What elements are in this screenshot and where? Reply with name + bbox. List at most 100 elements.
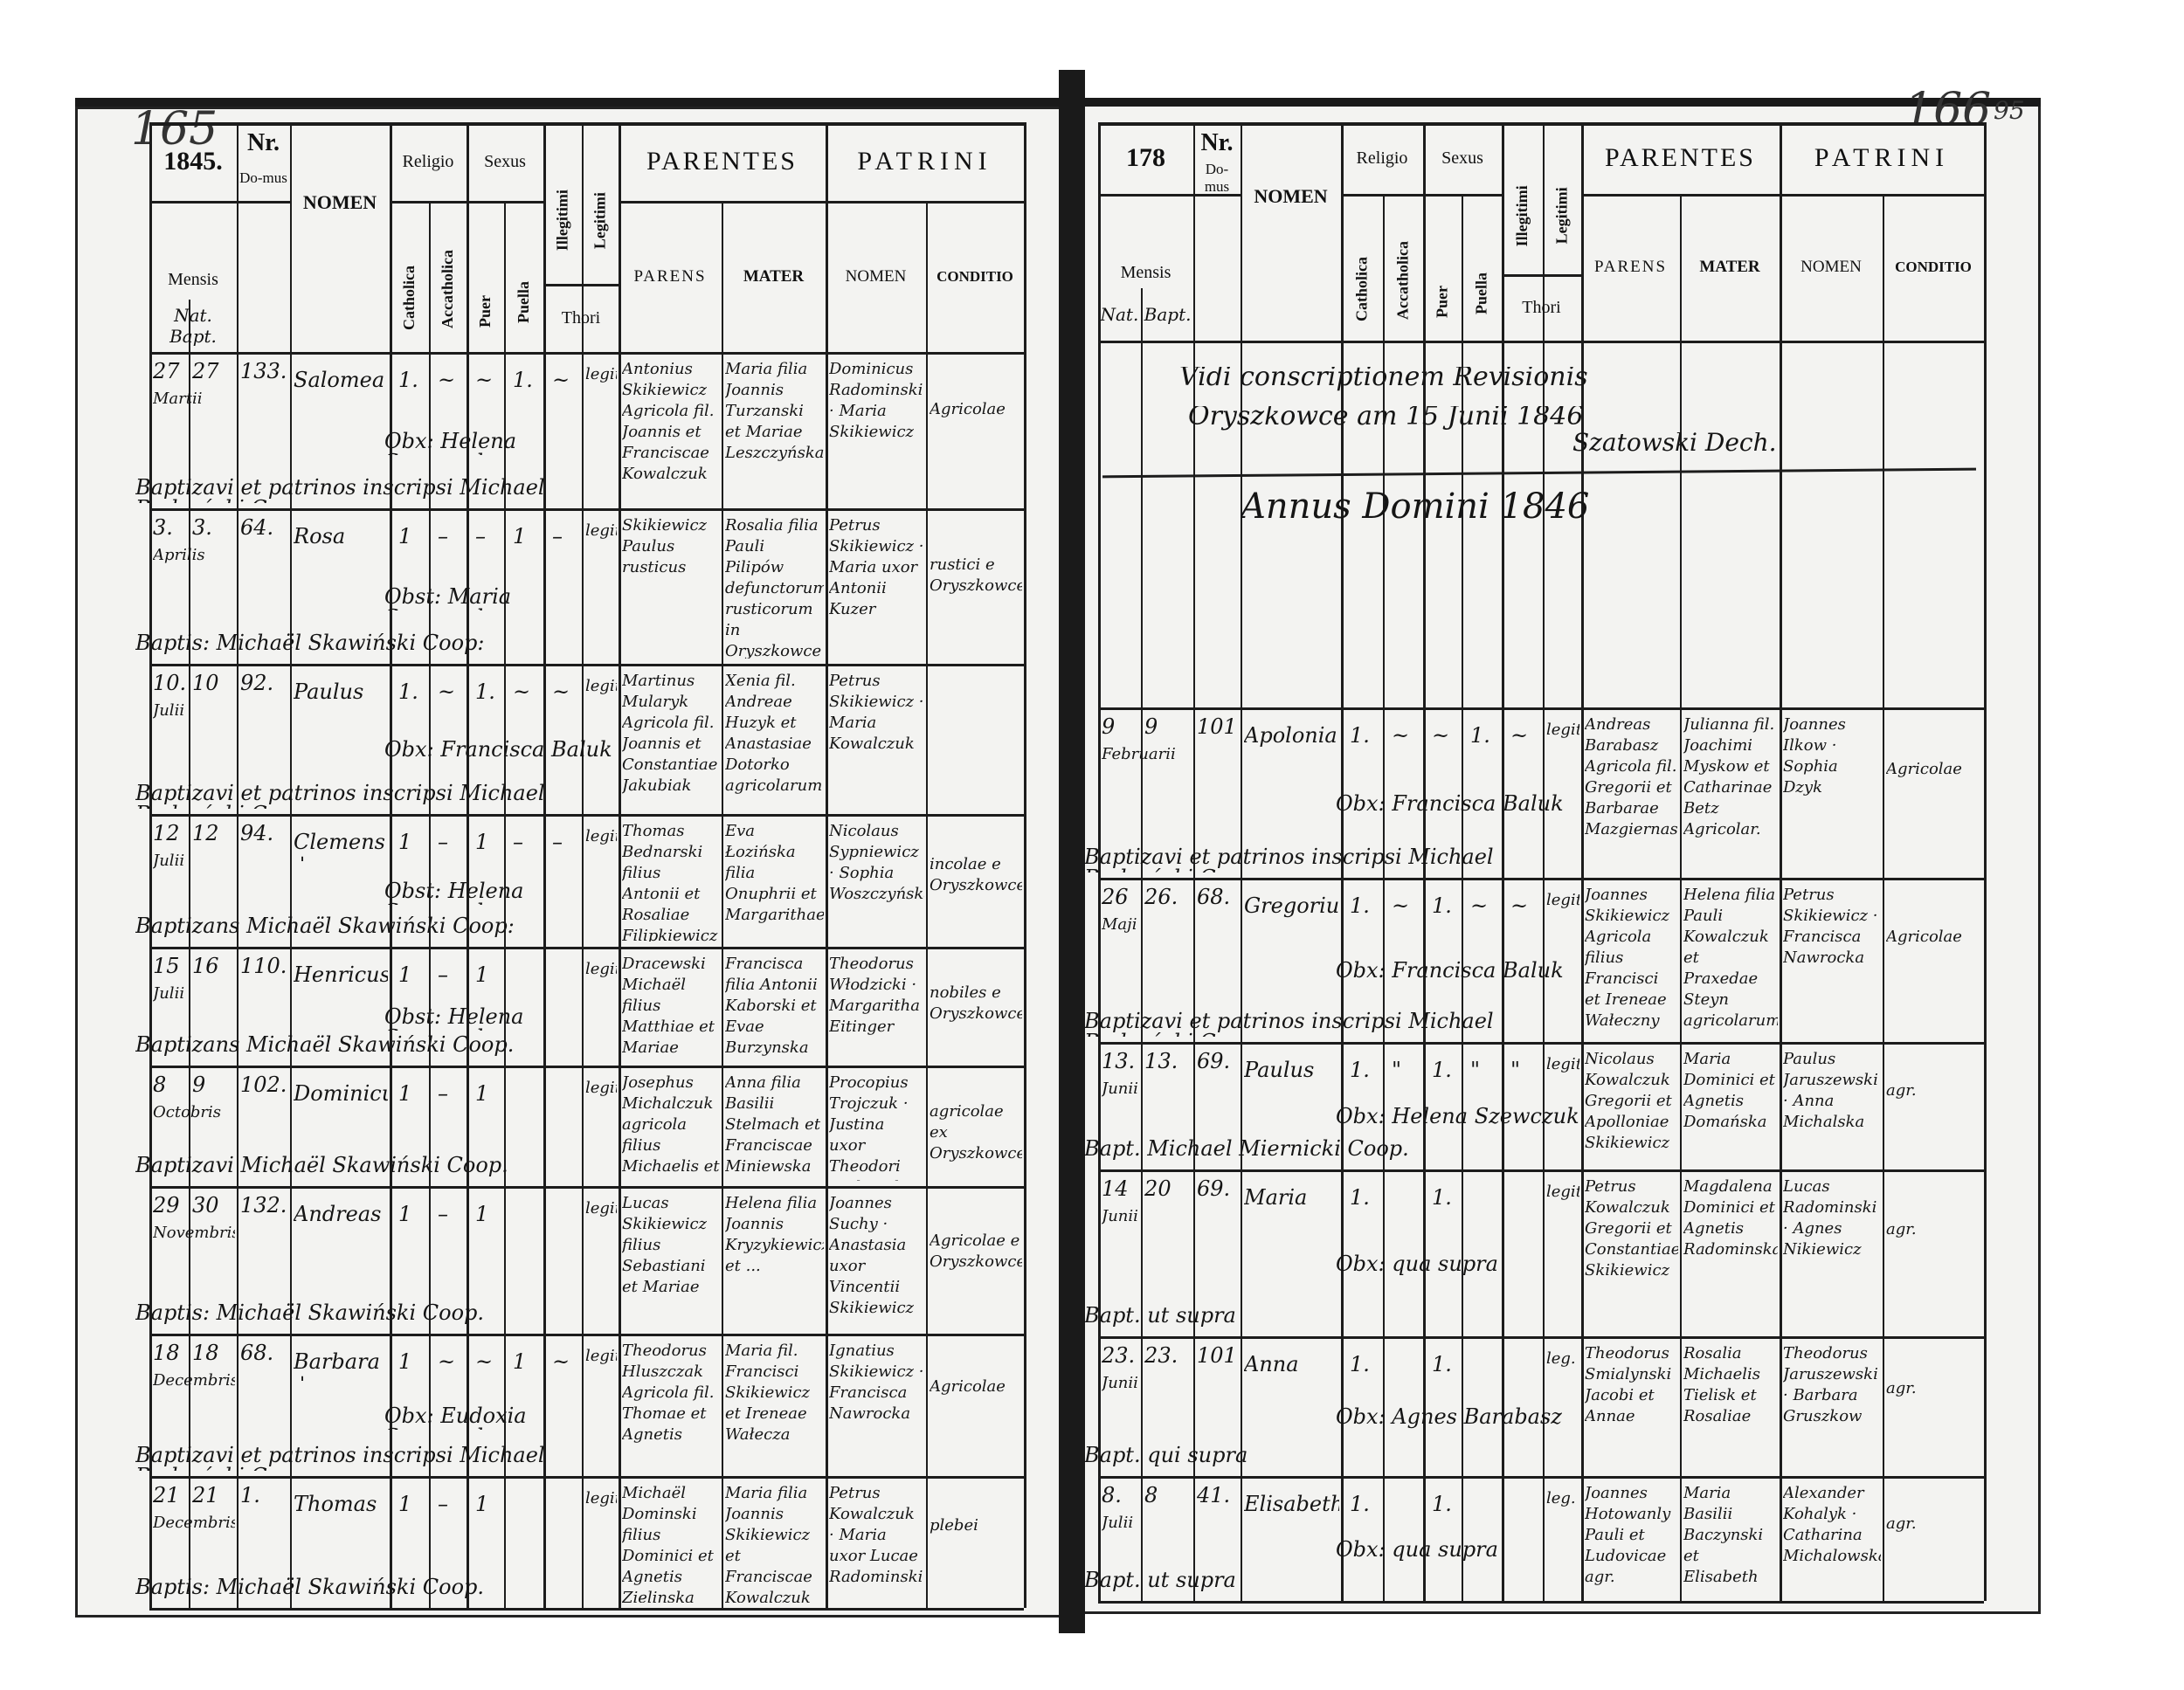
legitimi: legitimi bbox=[585, 1199, 617, 1217]
mater: Eva Łozińska filia Onuphrii et Margarith… bbox=[725, 822, 824, 924]
right-top-rule bbox=[1098, 122, 1984, 126]
mark-puer: 1. bbox=[1432, 1187, 1452, 1210]
patrini-header: PATRINI bbox=[1814, 143, 1950, 172]
revision-note-line2: Oryszkowce am 15 Junii 1846 bbox=[1188, 406, 1584, 431]
domus-header: Do-mus bbox=[239, 169, 287, 186]
conditio: incolae e Oryszkowce bbox=[930, 854, 1022, 894]
bapt-day: 12 bbox=[192, 823, 219, 845]
left-nat-bapt-rule bbox=[189, 300, 190, 1608]
mark-illegitimi bbox=[552, 1204, 585, 1230]
month: Maji bbox=[1102, 915, 1137, 934]
left-row-rule bbox=[149, 1334, 1024, 1336]
mark-puer: 1 bbox=[475, 831, 489, 854]
patrini-header: PATRINI bbox=[857, 147, 992, 176]
left-page bbox=[75, 107, 1066, 1618]
mark-puella: 1 bbox=[513, 1351, 527, 1374]
left-column-rule bbox=[429, 201, 431, 1608]
parens: Joannes Skikiewicz Agricola filius Franc… bbox=[1585, 886, 1670, 1030]
mark-puer: – bbox=[475, 526, 486, 548]
mark-illegitimi: ~ bbox=[1510, 725, 1529, 748]
mater: Magdalena Dominici et Agnetis Radominska bbox=[1683, 1177, 1778, 1259]
house-number: 101. bbox=[1197, 1345, 1239, 1368]
parens: Martinus Mularyk Agricola fil. Joannis e… bbox=[622, 672, 718, 795]
legitimi: leg. bbox=[1546, 1489, 1576, 1507]
catholica-header: Catholica bbox=[1352, 257, 1371, 321]
mater-header: MATER bbox=[1699, 258, 1760, 276]
mark-puella: " bbox=[1470, 1059, 1481, 1082]
mark-puella bbox=[1470, 1187, 1505, 1213]
mark-catholica: 1. bbox=[398, 681, 418, 704]
mater: Rosalia Michaelis Tielisk et Rosaliae bbox=[1683, 1344, 1760, 1425]
mark-illegitimi: ~ bbox=[1510, 895, 1529, 918]
right-row-rule bbox=[1098, 1169, 1984, 1172]
left-column-rule bbox=[1024, 122, 1026, 1608]
nat-day: 8. bbox=[1102, 1485, 1122, 1507]
mark-accatholica bbox=[1392, 1354, 1427, 1380]
annus-domini: Annus Domini 1846 bbox=[1241, 486, 1590, 527]
patrini-nomen: Petrus Kowalczuk · Maria uxor Lucae Rado… bbox=[829, 1484, 923, 1586]
mark-puella: 1. bbox=[1470, 725, 1490, 748]
mater: Julianna fil. Joachimi Myskow et Cathari… bbox=[1683, 715, 1775, 838]
obstetrix: Obx: Francisca Baluk bbox=[1336, 792, 1564, 816]
obstetrix: Obx: Agnes Barabasz bbox=[1336, 1406, 1562, 1429]
right-row-rule bbox=[1098, 1042, 1984, 1045]
accatholica-header: Accatholica bbox=[439, 250, 456, 329]
house-number: 92. bbox=[240, 673, 274, 695]
top-edge bbox=[75, 98, 2041, 107]
mark-catholica: 1 bbox=[398, 831, 412, 854]
obstetrix: Obst: Helena Szewczuk bbox=[384, 1006, 524, 1031]
conditio: rustici e Oryszkowce bbox=[930, 555, 1022, 596]
mark-catholica: 1 bbox=[398, 1204, 412, 1226]
month: Decembris bbox=[153, 1371, 235, 1390]
mark-accatholica: " bbox=[1392, 1059, 1402, 1082]
mark-accatholica: – bbox=[438, 1493, 448, 1516]
left-column-rule bbox=[290, 122, 292, 1608]
child-name: Rosa bbox=[294, 526, 346, 548]
mater: Helena filia Pauli Kowalczuk et Praxedae… bbox=[1683, 886, 1778, 1030]
nat-day: 14 bbox=[1102, 1178, 1129, 1201]
sexus-header: Sexus bbox=[1441, 148, 1483, 168]
month: Junii bbox=[1102, 1374, 1138, 1392]
right-year-header: 178 bbox=[1126, 143, 1165, 172]
mark-puer: ~ bbox=[475, 1351, 494, 1374]
obstetrix: Obx: qua supra bbox=[1336, 1252, 1498, 1276]
baptizans-line: Baptizavi et patrinos inscripsi Michael … bbox=[135, 1445, 545, 1471]
house-number: 94. bbox=[240, 823, 274, 845]
baptizans-line: Baptizavi et patrinos inscripsi Michael … bbox=[1084, 1011, 1494, 1037]
month: Junii bbox=[1102, 1207, 1138, 1225]
conditio bbox=[930, 709, 1022, 799]
conditio: Agricolae bbox=[930, 1376, 1006, 1396]
conditio: agr. bbox=[1886, 1080, 1917, 1100]
house-number: 69. bbox=[1197, 1051, 1231, 1073]
thori-header: Thori bbox=[1522, 297, 1561, 317]
religio-header: Religio bbox=[1356, 148, 1408, 168]
mark-catholica: 1. bbox=[1350, 1187, 1370, 1210]
parens: Theodorus Smialynski Jacobi et Annae bbox=[1585, 1344, 1672, 1425]
mark-illegitimi bbox=[1510, 1187, 1546, 1213]
right-column-rule bbox=[1341, 122, 1344, 1601]
mater: Maria filia Joannis Skikiewicz et Franci… bbox=[725, 1484, 812, 1603]
house-number: 133. bbox=[240, 361, 287, 383]
month: Februarii bbox=[1102, 745, 1176, 763]
left-column-rule bbox=[582, 122, 584, 1608]
mark-puer: 1. bbox=[475, 681, 495, 704]
month: Julii bbox=[153, 701, 185, 720]
left-sub-rule bbox=[390, 201, 467, 203]
nat-day: 12 bbox=[153, 823, 180, 845]
patrini-nomen: Theodorus Włodzicki · Margaritha Eitinge… bbox=[829, 955, 920, 1036]
month: Julii bbox=[153, 852, 185, 870]
conditio: agricolae ex Oryszkowce bbox=[930, 1102, 1022, 1163]
mater: Xenia fil. Andreae Huzyk et Anastasiae D… bbox=[725, 672, 823, 795]
mark-puella: 1 bbox=[513, 526, 527, 548]
left-sub-rule bbox=[149, 201, 290, 203]
left-column-rule bbox=[467, 122, 469, 1608]
domus-header: Do-mus bbox=[1204, 161, 1230, 195]
left-row-rule bbox=[149, 352, 1024, 355]
parentes-header: PARENTES bbox=[1605, 143, 1756, 172]
obstetrix: Obx: Francisca Baluk bbox=[384, 739, 612, 762]
mark-puer: ~ bbox=[475, 369, 494, 392]
mater: Maria Dominici et Agnetis Domańska bbox=[1683, 1050, 1775, 1131]
child-name: Maria bbox=[1244, 1187, 1308, 1210]
mark-catholica: 1. bbox=[398, 369, 418, 392]
mark-puer: 1 bbox=[475, 1204, 489, 1226]
